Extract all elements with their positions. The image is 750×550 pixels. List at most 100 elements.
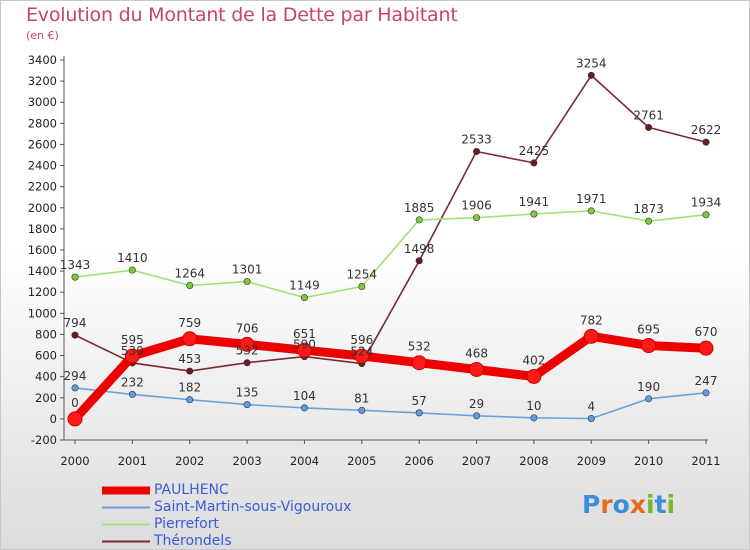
data-label: 3254 [576,56,607,70]
data-label: 294 [64,369,87,383]
data-point [411,355,427,371]
data-label: 695 [637,323,660,337]
legend-swatch-therondels [102,540,150,543]
data-point [71,384,79,392]
x-tick-label: 2003 [232,454,261,468]
data-point [186,396,194,404]
chart-title: Evolution du Montant de la Dette par Hab… [26,4,458,26]
data-point [243,278,251,286]
y-tick-label: 200 [35,391,57,405]
data-label: 57 [412,394,427,408]
data-point [300,404,308,412]
legend-swatch-paulhenc [102,486,150,495]
data-label: 1934 [691,196,722,210]
data-label: 1149 [289,279,320,293]
series-line [74,74,707,372]
data-label: 2533 [461,133,492,147]
data-label: 524 [350,345,373,359]
data-label: 532 [236,344,259,358]
data-point [128,390,136,398]
data-point [530,210,538,218]
data-point [530,159,538,167]
data-label: 182 [178,381,201,395]
y-tick-label: 800 [35,327,57,341]
data-point [473,148,481,156]
data-label: 782 [580,313,603,327]
x-tick-label: 2007 [462,454,491,468]
data-label: 232 [121,375,144,389]
y-tick-label: 1600 [28,243,57,257]
data-label: 0 [71,396,79,410]
y-tick-label: 2600 [28,137,57,151]
x-tick-label: 2005 [347,454,376,468]
data-label: 29 [469,397,484,411]
logo-letter: i [646,490,655,519]
y-tick-label: 2000 [28,201,57,215]
logo-letter: i [666,490,676,519]
legend-item-saint-martin: Saint-Martin-sous-Vigouroux [100,499,400,516]
data-label: 10 [526,399,541,413]
data-point [702,138,710,146]
legend-label-paulhenc: PAULHENC [154,482,229,498]
data-point [71,273,79,281]
data-label: 706 [236,321,259,335]
data-label: 1254 [347,268,378,282]
data-label: 2622 [691,123,722,137]
data-point [415,216,423,224]
data-label: 135 [236,386,259,400]
x-tick-label: 2010 [634,454,663,468]
data-label: 468 [465,346,488,360]
data-point [243,359,251,367]
legend-item-paulhenc: PAULHENC [100,482,400,499]
logo-letter: x [629,490,646,519]
data-point [71,331,79,339]
data-label: 1264 [174,266,205,280]
series-line [74,387,707,420]
x-tick-label: 2000 [60,454,89,468]
y-tick-label: 2200 [28,180,57,194]
data-label: 81 [354,391,369,405]
data-label: 2425 [519,144,550,158]
x-tick-label: 2004 [290,454,319,468]
data-label: 190 [637,380,660,394]
data-point [702,389,710,397]
legend-label-saint-martin: Saint-Martin-sous-Vigouroux [154,499,352,515]
data-label: 1498 [404,242,435,256]
y-tick-label: 3200 [28,74,57,88]
data-point [128,266,136,274]
data-point [702,211,710,219]
data-point [469,361,485,377]
y-tick-label: 600 [35,349,57,363]
legend-item-pierrefort: Pierrefort [100,516,400,533]
data-label: 759 [178,316,201,330]
series-line [70,331,711,424]
logo-letter: o [612,490,630,519]
data-point [239,336,255,352]
legend-label-therondels: Thérondels [154,533,232,549]
data-point [587,414,595,422]
data-label: 1941 [519,195,550,209]
data-point [698,340,714,356]
data-point [67,411,83,427]
data-point [473,214,481,222]
data-label: 670 [695,325,718,339]
x-tick-label: 2006 [405,454,434,468]
data-point [358,406,366,414]
data-point [530,414,538,422]
data-label: 1971 [576,192,607,206]
data-label: 1410 [117,251,148,265]
x-tick-label: 2001 [118,454,147,468]
data-point [645,395,653,403]
y-tick-label: 1200 [28,285,57,299]
data-point [296,342,312,358]
logo-letter: r [600,490,613,519]
logo-letter: t [654,490,667,519]
data-point [526,368,542,384]
proxiti-logo: Proxiti [582,490,675,519]
data-label: 590 [293,338,316,352]
y-tick-label: 2400 [28,159,57,173]
legend-swatch-pierrefort [102,523,150,526]
data-label: 530 [121,344,144,358]
data-point [645,123,653,131]
data-label: 1873 [633,202,664,216]
